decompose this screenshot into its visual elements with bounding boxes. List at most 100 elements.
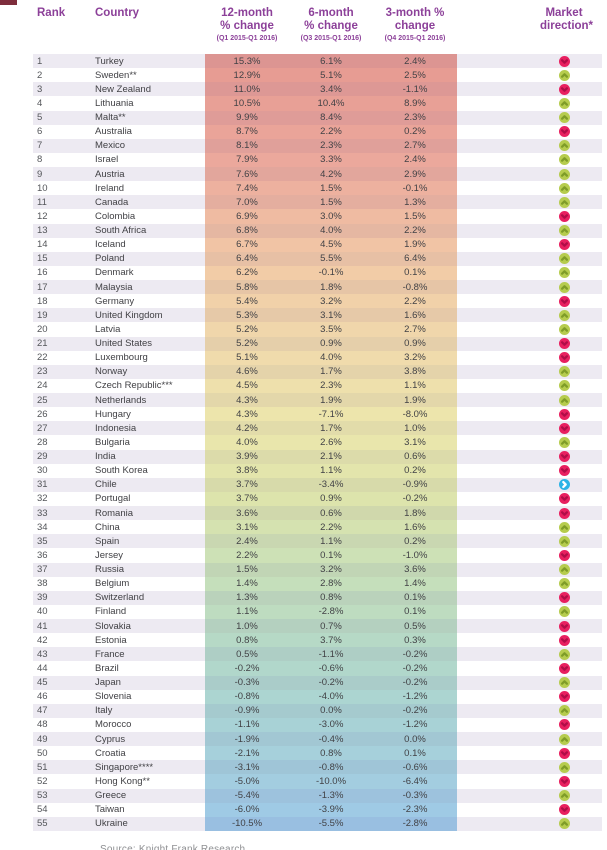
row-spacer [457,605,540,619]
value-3m-cell: 2.7% [373,138,457,153]
value-6m-cell: 0.9% [289,336,373,351]
value-12m-cell: 4.3% [205,407,289,422]
row-spacer [457,139,540,153]
value-6m-cell: -4.0% [289,689,373,704]
direction-cell [540,450,588,464]
table-row: 14 Iceland 6.7% 4.5% 1.9% [33,237,602,252]
value-12m-cell: 9.9% [205,110,289,125]
row-spacer [457,746,540,760]
direction-cell [540,676,588,690]
header-market-line2: direction* [540,19,594,32]
rank-cell: 51 [37,761,48,773]
value-6m-cell: -2.8% [289,604,373,619]
value-3m-cell: -0.2% [373,491,457,506]
value-6m-cell: 1.1% [289,463,373,478]
header-6m: 6-month % change (Q3 2015-Q1 2016) [289,7,373,43]
country-cell: Finland [95,606,127,618]
table-row: 9 Austria 7.6% 4.2% 2.9% [33,167,602,182]
country-cell: Czech Republic*** [95,380,173,392]
down-arrow-icon [558,620,570,632]
down-arrow-icon [558,126,570,138]
direction-cell [540,139,588,153]
country-cell: Poland [95,253,125,265]
up-arrow-icon [558,225,570,237]
table-row: 5 Malta** 9.9% 8.4% 2.3% [33,110,602,125]
direction-cell [540,111,588,125]
rank-cell: 17 [37,281,48,293]
rank-cell: 35 [37,535,48,547]
country-cell: Bulgaria [95,436,130,448]
row-spacer [457,294,540,308]
direction-cell [540,591,588,605]
up-arrow-icon [558,154,570,166]
row-spacer [457,435,540,449]
direction-cell [540,337,588,351]
value-12m-cell: 1.0% [205,619,289,634]
down-arrow-icon [558,422,570,434]
direction-cell [540,563,588,577]
country-cell: Netherlands [95,394,147,406]
row-spacer [457,690,540,704]
row-spacer [457,407,540,421]
rank-cell: 12 [37,210,48,222]
value-6m-cell: 3.4% [289,82,373,97]
down-arrow-icon [558,549,570,561]
rank-cell: 13 [37,225,48,237]
value-3m-cell: -2.3% [373,802,457,817]
rank-cell: 25 [37,394,48,406]
rank-cell: 47 [37,705,48,717]
value-6m-cell: 3.2% [289,562,373,577]
value-3m-cell: -1.2% [373,717,457,732]
rank-cell: 42 [37,634,48,646]
rank-cell: 6 [37,126,43,138]
rank-cell: 32 [37,493,48,505]
direction-cell [540,209,588,223]
row-spacer [457,195,540,209]
header-12m-line1: 12-month [221,7,273,19]
row-spacer [457,252,540,266]
value-12m-cell: 4.6% [205,364,289,379]
value-12m-cell: -1.1% [205,717,289,732]
value-12m-cell: -1.9% [205,732,289,747]
value-12m-cell: 5.2% [205,322,289,337]
header-market-direction: Market direction* [540,7,594,32]
row-spacer [457,153,540,167]
rank-cell: 15 [37,253,48,265]
direction-cell [540,789,588,803]
table-row: 10 Ireland 7.4% 1.5% -0.1% [33,181,602,196]
value-6m-cell: 4.2% [289,167,373,182]
value-6m-cell: 1.7% [289,421,373,436]
value-12m-cell: 12.9% [205,68,289,83]
value-6m-cell: 2.6% [289,435,373,450]
value-6m-cell: 0.7% [289,619,373,634]
table-row: 12 Colombia 6.9% 3.0% 1.5% [33,209,602,224]
rank-cell: 19 [37,309,48,321]
down-arrow-icon [558,338,570,350]
rank-cell: 26 [37,408,48,420]
value-3m-cell: -0.2% [373,675,457,690]
value-3m-cell: 1.9% [373,237,457,252]
rank-cell: 27 [37,422,48,434]
value-3m-cell: 8.9% [373,96,457,111]
header-3m-line1: 3-month % [385,7,445,19]
value-3m-cell: 2.5% [373,68,457,83]
down-arrow-icon [558,465,570,477]
value-12m-cell: -5.4% [205,788,289,803]
rank-cell: 5 [37,112,43,124]
country-cell: Ireland [95,182,125,194]
up-arrow-icon [558,366,570,378]
value-6m-cell: 2.3% [289,138,373,153]
direction-cell [540,153,588,167]
down-arrow-icon [558,592,570,604]
country-cell: Japan [95,677,121,689]
row-spacer [457,68,540,82]
direction-cell [540,294,588,308]
value-6m-cell: 3.3% [289,152,373,167]
value-6m-cell: 1.9% [289,393,373,408]
rank-cell: 18 [37,295,48,307]
country-cell: Malaysia [95,281,133,293]
direction-cell [540,224,588,238]
table-row: 27 Indonesia 4.2% 1.7% 1.0% [33,421,602,436]
table-row: 23 Norway 4.6% 1.7% 3.8% [33,364,602,379]
value-12m-cell: 5.8% [205,280,289,295]
